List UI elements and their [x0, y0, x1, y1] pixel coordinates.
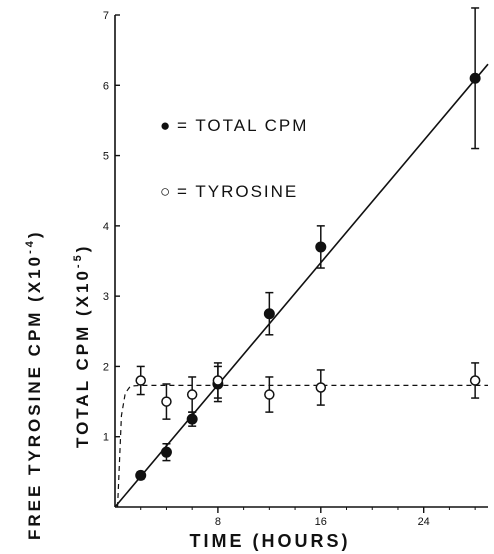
- total-cpm-point: [469, 72, 481, 84]
- y-axis-title-inner: TOTAL CPM (X10-5): [72, 244, 92, 448]
- axes: 1 2 3 4 5 6 7 8 16 24: [103, 10, 488, 528]
- total-cpm-point: [160, 446, 172, 458]
- y-tick-label: 3: [103, 291, 109, 303]
- legend-symbol: ●: [160, 116, 172, 135]
- tyrosine-point: [469, 375, 481, 386]
- legend: ● = TOTAL CPM ○ = TYROSINE: [160, 116, 308, 201]
- tyrosine-point: [264, 389, 275, 400]
- data-marks: [135, 7, 481, 481]
- total-cpm-fit-line: [114, 63, 489, 508]
- y-tick-label: 2: [103, 361, 109, 373]
- legend-label: = TYROSINE: [177, 182, 298, 201]
- y-tick-label: 5: [103, 151, 109, 163]
- tyrosine-point: [135, 375, 146, 386]
- total-cpm-point: [135, 469, 147, 481]
- x-axis-title: TIME (HOURS): [190, 531, 351, 551]
- y-axis-title-outer: FREE TYROSINE CPM (X10-4): [24, 229, 44, 540]
- y-tick-label: 1: [103, 432, 109, 444]
- x-tick-label: 24: [418, 516, 430, 528]
- x-tick-label: 8: [215, 516, 221, 528]
- tyrosine-point: [212, 375, 224, 386]
- tyrosine-point: [161, 396, 172, 407]
- tyrosine-point: [186, 389, 198, 400]
- legend-symbol: ○: [160, 182, 172, 201]
- y-tick-label: 6: [103, 80, 109, 92]
- total-cpm-point: [186, 413, 198, 425]
- legend-label: = TOTAL CPM: [177, 116, 308, 135]
- y-tick-label: 4: [103, 221, 109, 233]
- total-cpm-point: [263, 308, 275, 320]
- tyrosine-fit-line: [116, 384, 488, 508]
- y-tick-label: 7: [103, 10, 109, 22]
- fit-lines: [114, 63, 489, 508]
- x-tick-label: 16: [315, 516, 327, 528]
- legend-item-tyrosine: ○ = TYROSINE: [160, 182, 298, 201]
- total-cpm-point: [315, 241, 327, 253]
- tyrosine-point: [315, 382, 327, 393]
- legend-item-total-cpm: ● = TOTAL CPM: [160, 116, 308, 135]
